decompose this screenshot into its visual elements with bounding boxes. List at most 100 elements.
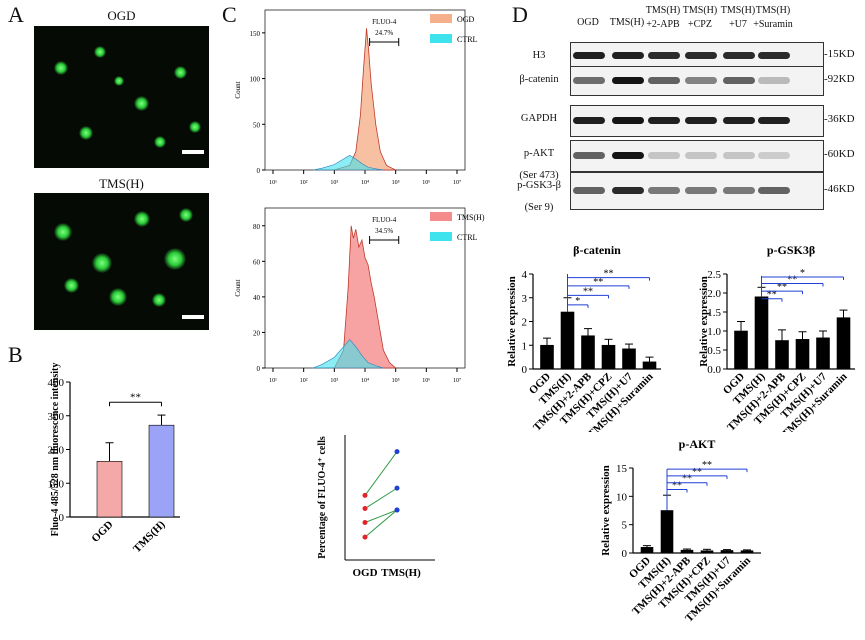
sig-label: ** — [702, 460, 712, 471]
band — [573, 152, 605, 159]
lane-label: TMS(H) +CPZ — [682, 5, 718, 30]
bar — [734, 330, 748, 370]
y-tick-label: 3 — [522, 293, 528, 305]
bar — [581, 335, 595, 370]
y-tick-label: 2.0 — [707, 288, 721, 300]
bar — [700, 550, 714, 554]
y-tick-label: 2 — [522, 317, 528, 329]
band — [723, 152, 755, 159]
x-tick-label: 10⁶ — [422, 378, 430, 384]
pair-line — [364, 487, 398, 509]
y-tick-label: 60 — [253, 258, 261, 266]
band — [573, 117, 605, 124]
x-tick-label: 10⁵ — [392, 180, 400, 186]
band — [758, 152, 790, 159]
chart-c-paired: Percentage of FLUO-4⁺ cells OGD TMS(H) — [317, 435, 435, 579]
sig-label: ** — [682, 474, 692, 485]
band — [723, 52, 755, 59]
histogram-ctrl — [312, 339, 384, 369]
y-tick-label: 50 — [253, 121, 261, 129]
y-tick-label: 0 — [522, 364, 528, 376]
y-tick-label: 400 — [48, 377, 65, 389]
sig-label: ** — [604, 269, 614, 280]
sig-label: ** — [130, 391, 141, 403]
y-tick-label: 100 — [48, 478, 65, 490]
band — [758, 117, 790, 124]
legend-label: CTRL — [457, 35, 478, 44]
y-tick-label: 1 — [522, 340, 528, 352]
pair-line — [364, 451, 398, 496]
x-tick-label: 10¹ — [269, 378, 277, 384]
y-tick-label: 4 — [522, 269, 528, 281]
band — [573, 187, 605, 194]
band — [612, 152, 644, 159]
bar — [642, 361, 657, 370]
x-tick-label: 10¹ — [269, 180, 277, 186]
y-axis-label: Percentage of FLUO-4⁺ cells — [317, 436, 328, 559]
scale-bar — [182, 150, 204, 154]
bar — [560, 311, 575, 370]
band — [648, 52, 680, 59]
bar — [622, 348, 636, 370]
x-tick-label: 10⁴ — [361, 378, 369, 384]
point-tms — [394, 485, 400, 491]
micro-title-ogd: OGD — [107, 8, 136, 23]
y-tick-label: 200 — [48, 445, 65, 457]
lane-label: TMS(H) — [609, 17, 645, 28]
pair-line — [364, 509, 398, 523]
blot-label: p-AKT (Ser 473) — [519, 148, 559, 181]
legend-swatch — [430, 34, 452, 43]
bar — [601, 344, 616, 370]
sig-label: ** — [593, 277, 603, 288]
band — [685, 152, 717, 159]
lane-label: TMS(H) +2-APB — [645, 5, 681, 30]
point-ogd — [362, 492, 368, 498]
y-tick-label: 100 — [250, 76, 261, 84]
y-tick-label: 2.5 — [707, 269, 721, 281]
y-axis-label: Relative expression — [506, 276, 518, 367]
bar — [836, 317, 851, 370]
histogram-sample — [334, 28, 396, 171]
x-tick-label: 10³ — [330, 180, 338, 186]
x-tick-label: 10⁶ — [422, 180, 430, 186]
band — [685, 117, 717, 124]
y-tick-label: 40 — [253, 294, 261, 302]
band — [758, 77, 790, 84]
x-tick-label: 10⁷ — [453, 180, 461, 186]
chart-title: β-catenin — [573, 243, 621, 257]
molecular-weight: -15KD — [824, 48, 855, 60]
band — [723, 77, 755, 84]
panel-label-a: A — [8, 2, 24, 27]
band — [612, 77, 644, 84]
sig-label: ** — [777, 282, 787, 293]
bar — [795, 339, 810, 370]
blot-label: β-catenin — [519, 74, 559, 85]
legend-swatch — [430, 232, 452, 241]
band — [573, 77, 605, 84]
sig-label: ** — [583, 286, 593, 297]
bar — [96, 461, 123, 518]
band — [648, 77, 680, 84]
molecular-weight: -46KD — [824, 183, 855, 195]
y-tick-label: 1.5 — [707, 307, 721, 319]
x-tick-label: 10² — [300, 378, 308, 384]
gate-marker: FLUO-4 — [372, 216, 397, 224]
y-axis-label: Count — [234, 81, 242, 98]
gate-percent: 34.5% — [375, 227, 393, 235]
sig-label: ** — [787, 275, 797, 286]
scale-bar — [182, 315, 204, 319]
point-ogd — [362, 520, 368, 525]
x-tick-label: TMS(H) — [381, 567, 421, 579]
chart-title: p-AKT — [679, 437, 716, 451]
blot-strip — [570, 105, 824, 137]
sig-label: ** — [672, 481, 682, 492]
sig-label: ** — [767, 290, 777, 301]
bar — [148, 424, 175, 518]
molecular-weight: -60KD — [824, 148, 855, 160]
micro-title-tms: TMS(H) — [99, 176, 144, 191]
y-tick-label: 15 — [616, 463, 628, 475]
bar — [680, 549, 694, 554]
point-ogd — [362, 534, 368, 540]
band — [685, 187, 717, 194]
